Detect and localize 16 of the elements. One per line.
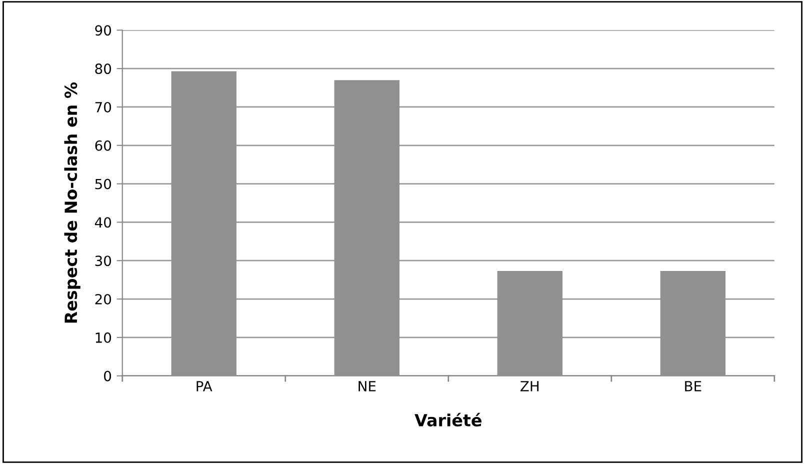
y-tick-label: 90 (95, 25, 112, 36)
x-tick-label: BE (685, 381, 702, 392)
y-tick-label: 10 (96, 332, 112, 343)
y-tick-label: 60 (95, 140, 112, 151)
x-tick-label: PA (196, 381, 212, 392)
y-tick-label: 0 (104, 370, 112, 382)
y-tick-label: 50 (95, 178, 112, 190)
y-tick-label: 30 (95, 256, 112, 266)
x-tick-label: NE (358, 381, 376, 392)
x-tick-label: ZH (520, 381, 539, 392)
y-tick-label: 70 (95, 102, 112, 112)
y-tick-label: 20 (95, 294, 112, 304)
y-axis-title: Respect de No-clash en % (64, 82, 80, 323)
y-tick-label: 40 (94, 217, 112, 228)
y-tick-label: 80 (95, 64, 112, 74)
x-axis-title: Variété (414, 412, 482, 426)
